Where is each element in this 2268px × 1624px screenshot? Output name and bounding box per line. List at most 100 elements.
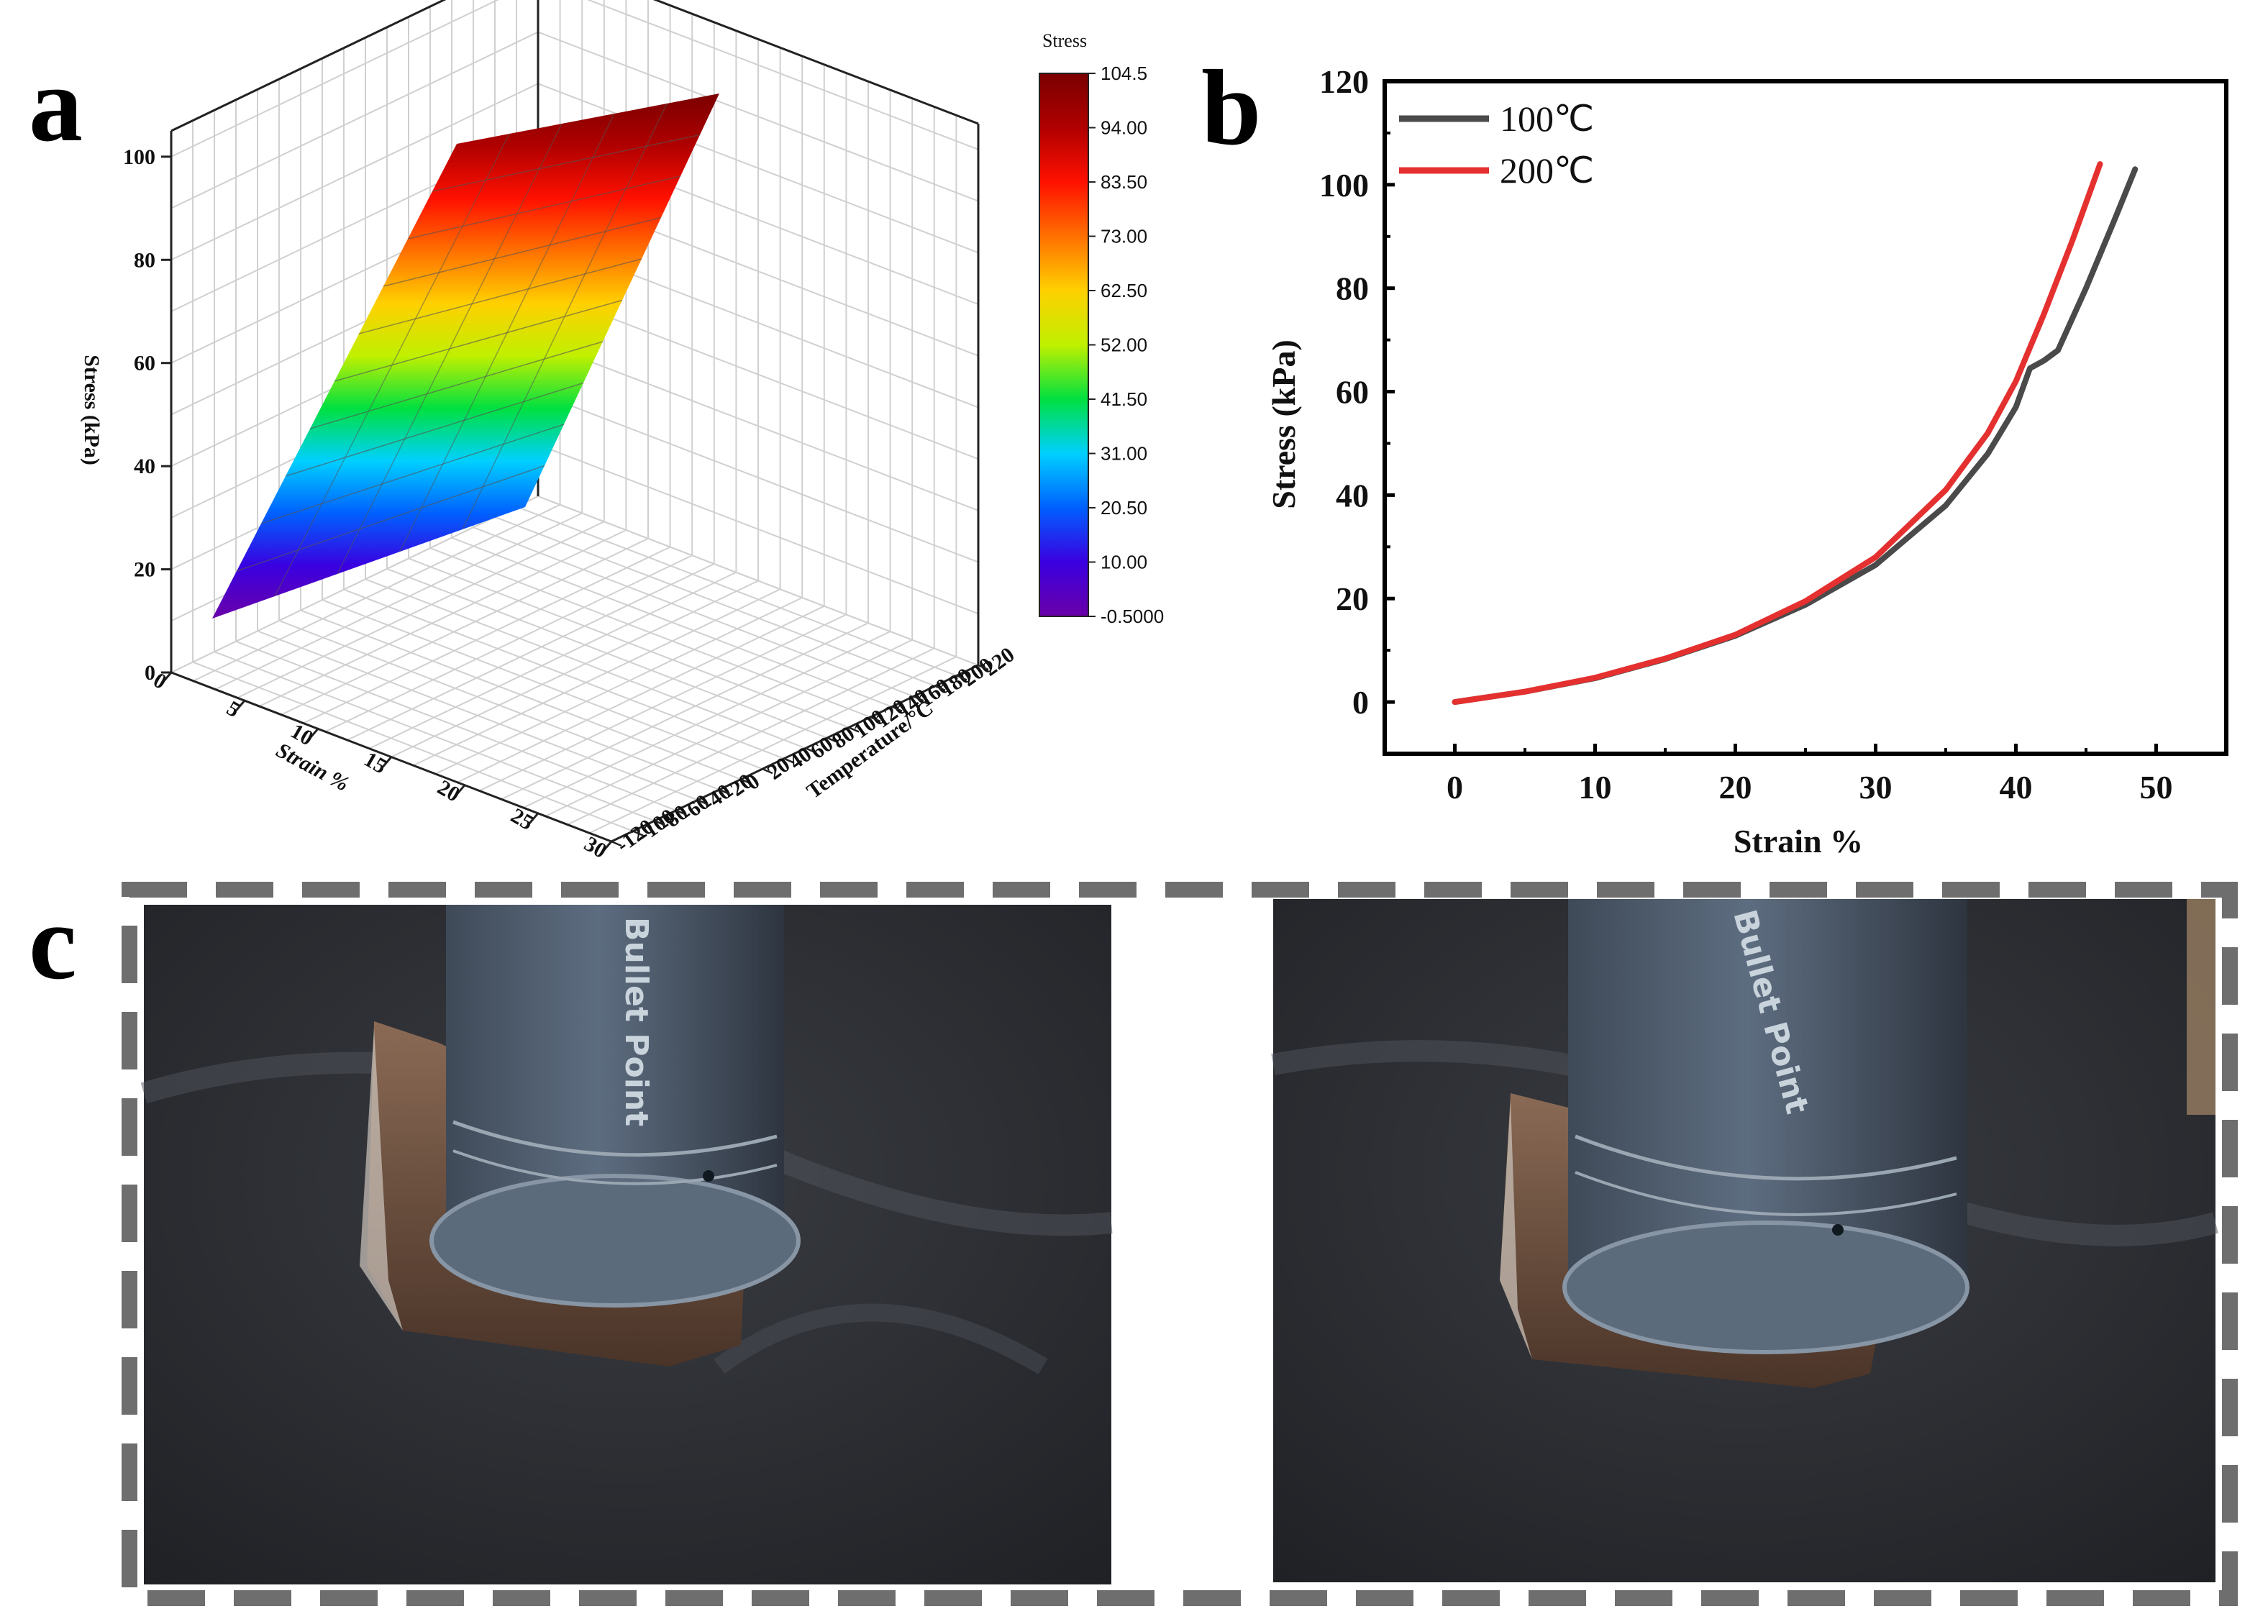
x-axis-title: Strain % — [272, 738, 352, 795]
wall-gridline — [170, 496, 539, 673]
floor-gridline — [413, 588, 781, 767]
floor-gridline — [303, 546, 671, 724]
series-line-1 — [1452, 161, 2103, 706]
floor-gridline — [300, 609, 742, 780]
y-axis-title-b: Stress (kPa) — [1265, 339, 1302, 509]
x-tick-label: 25 — [507, 803, 537, 835]
frame-edge — [611, 664, 979, 843]
y-tick-mark — [762, 767, 773, 775]
floor-gridline — [451, 537, 893, 708]
y-tick-mark — [697, 799, 709, 806]
floor-gridline — [278, 620, 720, 790]
colorbar-tick-label: 94.00 — [1101, 117, 1147, 139]
y-tick-mark — [913, 695, 924, 702]
floor-gridline — [257, 630, 698, 801]
floor-gridline — [545, 639, 913, 817]
floor-gridline — [365, 578, 806, 749]
x-tick-mark — [161, 672, 173, 683]
surface-contour — [309, 341, 604, 429]
floor-gridline — [343, 588, 785, 759]
colorbar-tick-label: 62.50 — [1101, 280, 1147, 301]
y-tick-mark — [783, 757, 795, 764]
floor-gridline — [324, 555, 693, 733]
floor-gridline — [457, 605, 825, 783]
y-tick-label-b: 120 — [1319, 63, 1369, 100]
y-tick-mark — [848, 726, 860, 733]
surface-patch — [212, 93, 719, 619]
x-tick-label: 30 — [580, 831, 611, 863]
floor-gridline — [258, 529, 627, 707]
colorbar-tick-label: 10.00 — [1101, 552, 1147, 573]
z-tick-label: 20 — [134, 558, 155, 582]
y-tick-mark — [956, 675, 967, 681]
z-tick-label: 0 — [145, 661, 155, 685]
y-tick-mark — [740, 778, 752, 785]
x-tick-label: 5 — [223, 696, 244, 722]
floor-gridline — [214, 651, 655, 822]
x-axis-title-b: Strain % — [1734, 823, 1863, 859]
wall-gridline — [170, 0, 499, 158]
y-tick-mark — [632, 830, 644, 836]
colorbar-tick-label: 52.00 — [1101, 334, 1147, 356]
y-tick-label-b: 20 — [1336, 580, 1369, 617]
line-chart-ticks: 0 10 20 30 40 50 0 20 40 60 80 100 120 — [1319, 63, 2228, 806]
floor-gridline — [408, 557, 850, 729]
y-tick-mark — [654, 820, 665, 826]
y-tick-mark — [891, 706, 903, 712]
z-tick-label: 80 — [134, 248, 155, 272]
x-tick-mark — [528, 812, 539, 824]
floor-gridline — [516, 506, 957, 677]
y-tick-mark — [826, 736, 838, 744]
frame-edge — [652, 0, 979, 125]
surface-meshline — [399, 113, 615, 552]
x-tick-label-b: 40 — [2000, 769, 2033, 806]
y-tick-mark — [934, 685, 946, 691]
surface-contour — [383, 216, 662, 287]
colorbar-labels: 104.5 94.00 83.50 73.00 62.50 52.00 41.50 31.00… — [1088, 63, 1164, 627]
x-tick-mark — [601, 841, 613, 852]
z-tick-label: 100 — [123, 145, 155, 169]
x-tick-label: 20 — [434, 775, 464, 807]
x-tick-mark — [308, 728, 319, 740]
colorbar-tick-label: 31.00 — [1101, 443, 1147, 465]
y-tick-mark — [870, 716, 881, 723]
surface-contour — [358, 258, 642, 334]
line-chart-series — [1452, 161, 2139, 706]
floor-gridline — [429, 547, 871, 718]
pen-left-label: Bullet Point — [618, 917, 655, 1126]
floor-gridline — [391, 580, 759, 758]
y-tick-mark — [805, 747, 816, 754]
floor-gridline — [494, 516, 936, 687]
colorbar-tick-label: -0.5000 — [1101, 606, 1164, 627]
y-tick-mark — [978, 664, 989, 671]
chart-line: 0 10 20 30 40 50 0 20 40 60 80 100 120 Strain % Stre… — [1265, 63, 2228, 859]
wall-gridline — [170, 31, 539, 209]
x-tick-mark — [381, 756, 393, 768]
legend: 100℃ 200℃ — [1399, 99, 1594, 191]
z-axis-title: Stress (kPa) — [80, 355, 104, 465]
floor-gridline — [237, 521, 605, 699]
floor-gridline — [501, 622, 869, 800]
wall-gridline — [170, 83, 539, 261]
x-tick-mark — [234, 700, 246, 712]
surface-contour — [260, 424, 565, 524]
floor-gridline — [193, 503, 561, 682]
colorbar-tick-label: 41.50 — [1101, 388, 1147, 410]
y-tick-mark — [611, 840, 622, 847]
x-tick-label-b: 30 — [1859, 769, 1893, 806]
surface-contour — [236, 465, 545, 572]
legend-label-100: 100℃ — [1500, 99, 1594, 139]
photo-right: Bullet Point — [1271, 899, 2219, 1582]
y-tick-label-b: 100 — [1319, 167, 1369, 204]
floor-gridline — [322, 599, 763, 770]
colorbar-tick-label: 20.50 — [1101, 497, 1147, 519]
surface-meshline — [274, 133, 510, 597]
x-tick-label-b: 50 — [2140, 769, 2173, 806]
z-tick-label: 60 — [134, 352, 155, 375]
surface-contour — [432, 134, 701, 192]
floor-gridline — [214, 512, 583, 690]
floor-gridline — [523, 631, 891, 808]
surface-contour — [407, 175, 681, 240]
